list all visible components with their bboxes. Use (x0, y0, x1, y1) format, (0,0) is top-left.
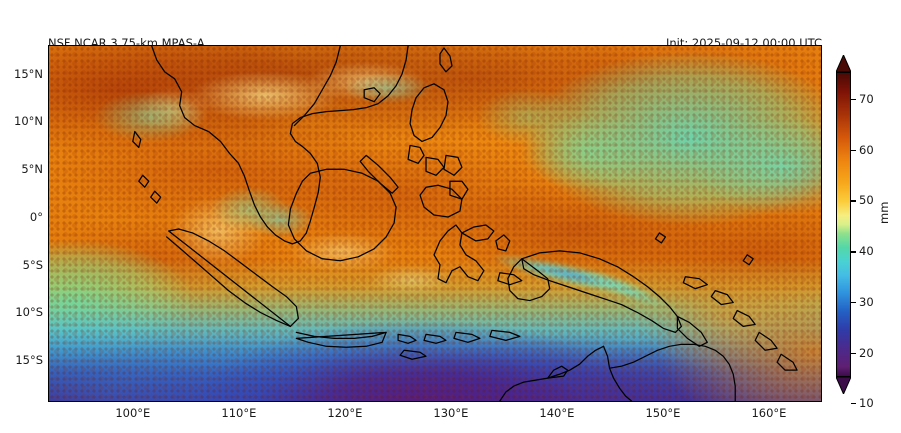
longitude-tick-label: 140°E (539, 406, 575, 420)
latitude-axis: 15°N 10°N 5°N 0° 5°S 10°S 15°S (0, 45, 43, 402)
longitude-tick-label: 150°E (645, 406, 681, 420)
latitude-tick-label: 5°S (22, 257, 43, 272)
colorbar-tick-label: 50 (859, 193, 874, 208)
colorbar-tick-label: 40 (859, 244, 874, 259)
colorbar-tick (851, 251, 856, 253)
colorbar-tick-label: 30 (859, 294, 874, 309)
longitude-tick-label: 120°E (327, 406, 363, 420)
colorbar-tick (851, 301, 856, 304)
colorbar-tick (851, 403, 856, 405)
latitude-tick-label: 0° (29, 209, 43, 224)
longitude-tick-label: 110°E (221, 406, 257, 420)
colorbar-max-arrow (836, 55, 851, 72)
latitude-tick-label: 10°S (15, 305, 43, 320)
latitude-tick-label: 15°N (14, 66, 43, 81)
colorbar-tick (851, 200, 856, 202)
map-panel (48, 45, 822, 402)
longitude-tick-label: 130°E (433, 406, 469, 420)
latitude-tick-label: 10°N (14, 114, 43, 129)
latitude-tick-label: 5°N (21, 161, 43, 176)
longitude-tick-label: 160°E (751, 406, 787, 420)
colorbar-min-arrow (836, 377, 851, 394)
colorbar-tick (851, 149, 856, 151)
coastline-overlay (49, 46, 821, 401)
colorbar-tick-label: 70 (859, 91, 874, 106)
colorbar-tick (851, 352, 856, 354)
colorbar: mm 70 60 50 40 30 20 10 (833, 45, 901, 410)
longitude-tick-label: 100°E (115, 406, 151, 420)
colorbar-tick-label: 20 (859, 345, 874, 360)
precipitable-water-field (49, 46, 821, 401)
colorbar-tick-label: 10 (859, 396, 874, 411)
colorbar-tick (851, 98, 856, 101)
colorbar-unit-label: mm (877, 201, 891, 224)
latitude-tick-label: 15°S (15, 352, 43, 367)
colorbar-gradient (836, 72, 851, 377)
longitude-axis: 100°E 110°E 120°E 130°E 140°E 150°E 160°E (48, 404, 822, 424)
colorbar-tick-label: 60 (859, 142, 874, 157)
